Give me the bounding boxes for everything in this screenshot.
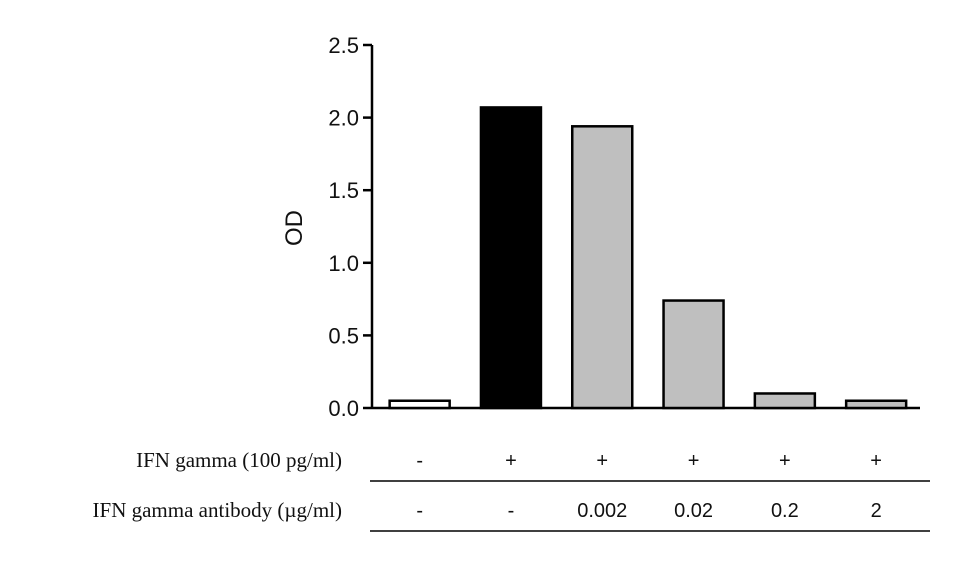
condition-cell: + (688, 450, 700, 472)
y-tick-label: 0.0 (328, 396, 359, 421)
y-tick-label: 2.5 (328, 33, 359, 58)
condition-cell: + (505, 450, 517, 472)
condition-table: IFN gamma (100 pg/ml) - + + + + + IFN gamma ant… (93, 448, 930, 532)
condition-cell: 0.2 (771, 500, 799, 522)
bar (479, 106, 543, 410)
condition-cell: 0.02 (674, 500, 713, 522)
condition-row-label: IFN gamma (100 pg/ml) (136, 448, 342, 472)
bar (753, 392, 817, 410)
y-axis-title: OD (281, 210, 308, 246)
condition-cell: 0.002 (577, 500, 627, 522)
condition-cell: - (416, 450, 423, 472)
bar (844, 399, 908, 410)
bar (571, 125, 634, 410)
bar (662, 299, 725, 410)
condition-cell: + (596, 450, 608, 472)
y-tick-label: 1.5 (328, 178, 359, 203)
bar (388, 399, 451, 410)
condition-cell: - (416, 500, 423, 522)
y-tick-label: 0.5 (328, 323, 359, 348)
condition-cell: 2 (871, 500, 882, 522)
y-tick-label: 2.0 (328, 106, 359, 131)
condition-cell: - (508, 500, 515, 522)
bars (388, 106, 908, 410)
condition-row-label: IFN gamma antibody (µg/ml) (93, 498, 342, 522)
axes: 0.0 0.5 1.0 1.5 2.0 2.5 (328, 33, 920, 421)
condition-cell: + (779, 450, 791, 472)
condition-cell: + (870, 450, 882, 472)
y-tick-label: 1.0 (328, 251, 359, 276)
